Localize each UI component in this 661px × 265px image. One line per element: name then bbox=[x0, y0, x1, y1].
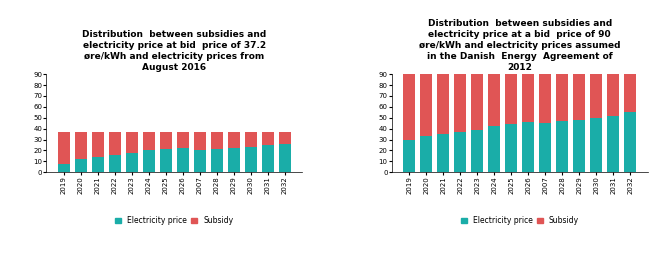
Bar bbox=[211, 132, 223, 149]
Bar bbox=[143, 132, 155, 151]
Bar bbox=[58, 164, 70, 172]
Bar bbox=[488, 74, 500, 126]
Bar bbox=[506, 74, 518, 124]
Bar bbox=[522, 122, 534, 172]
Bar bbox=[506, 124, 518, 172]
Bar bbox=[420, 74, 432, 136]
Bar bbox=[143, 151, 155, 172]
Bar bbox=[590, 118, 602, 172]
Bar bbox=[624, 112, 636, 172]
Bar bbox=[194, 151, 206, 172]
Legend: Electricity price, Subsidy: Electricity price, Subsidy bbox=[115, 216, 233, 225]
Bar bbox=[624, 74, 636, 112]
Bar bbox=[126, 153, 137, 172]
Bar bbox=[176, 132, 188, 148]
Bar bbox=[245, 132, 256, 147]
Bar bbox=[109, 155, 121, 172]
Bar bbox=[590, 74, 602, 118]
Bar bbox=[279, 144, 291, 172]
Bar bbox=[471, 130, 483, 172]
Bar bbox=[176, 148, 188, 172]
Bar bbox=[471, 74, 483, 130]
Bar bbox=[573, 74, 585, 120]
Bar bbox=[92, 157, 104, 172]
Bar bbox=[539, 74, 551, 123]
Bar bbox=[607, 74, 619, 116]
Title: Distribution  between subsidies and
electricity price at bid  price of 37.2
øre/: Distribution between subsidies and elect… bbox=[82, 30, 266, 72]
Bar bbox=[454, 132, 466, 172]
Bar bbox=[92, 132, 104, 157]
Bar bbox=[539, 123, 551, 172]
Bar bbox=[160, 149, 172, 172]
Bar bbox=[75, 159, 87, 172]
Bar bbox=[279, 132, 291, 144]
Bar bbox=[557, 74, 568, 121]
Bar bbox=[420, 136, 432, 172]
Bar bbox=[454, 74, 466, 132]
Bar bbox=[438, 74, 449, 134]
Bar bbox=[58, 132, 70, 164]
Bar bbox=[109, 132, 121, 155]
Legend: Electricity price, Subsidy: Electricity price, Subsidy bbox=[461, 216, 579, 225]
Bar bbox=[126, 132, 137, 153]
Bar bbox=[607, 116, 619, 172]
Bar bbox=[160, 132, 172, 149]
Bar bbox=[557, 121, 568, 172]
Bar bbox=[438, 134, 449, 172]
Bar bbox=[245, 147, 256, 172]
Bar bbox=[262, 132, 274, 145]
Bar bbox=[211, 149, 223, 172]
Bar bbox=[488, 126, 500, 172]
Bar bbox=[194, 132, 206, 151]
Bar bbox=[573, 120, 585, 172]
Bar bbox=[262, 145, 274, 172]
Bar bbox=[228, 148, 240, 172]
Bar bbox=[75, 132, 87, 159]
Bar bbox=[228, 132, 240, 148]
Bar bbox=[522, 74, 534, 122]
Title: Distribution  between subsidies and
electricity price at a bid  price of 90
øre/: Distribution between subsidies and elect… bbox=[419, 19, 621, 72]
Bar bbox=[403, 140, 415, 172]
Bar bbox=[403, 74, 415, 140]
